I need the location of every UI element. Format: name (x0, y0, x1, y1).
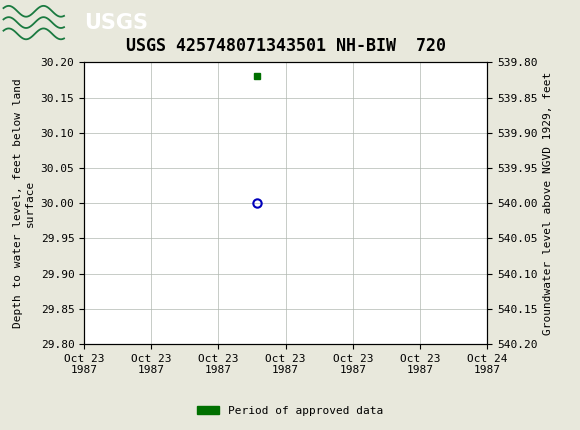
Y-axis label: Depth to water level, feet below land
surface: Depth to water level, feet below land su… (13, 78, 35, 328)
Text: USGS: USGS (84, 12, 148, 33)
Title: USGS 425748071343501 NH-BIW  720: USGS 425748071343501 NH-BIW 720 (126, 37, 445, 55)
Legend: Period of approved data: Period of approved data (193, 401, 387, 420)
Y-axis label: Groundwater level above NGVD 1929, feet: Groundwater level above NGVD 1929, feet (543, 71, 553, 335)
